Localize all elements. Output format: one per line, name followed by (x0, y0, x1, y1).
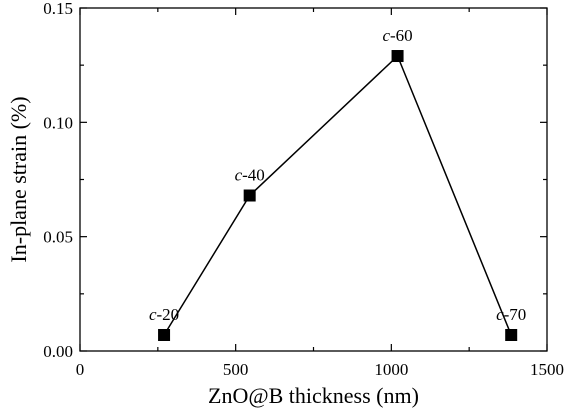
y-tick-label: 0.05 (43, 228, 73, 247)
data-point-label: c-70 (496, 305, 526, 324)
x-tick-label: 1000 (374, 360, 408, 379)
y-tick-label: 0.00 (43, 342, 73, 361)
data-point-label: c-20 (149, 305, 179, 324)
data-point-label: c-40 (235, 166, 265, 185)
data-point-marker (158, 328, 171, 341)
x-axis-title: ZnO@B thickness (nm) (208, 383, 419, 408)
data-point-label: c-60 (382, 26, 412, 45)
axes: 0 500 1000 1500 0.00 0.05 0.10 0.15 (43, 0, 564, 379)
data-point-marker (243, 189, 256, 202)
data-point-marker (505, 328, 518, 341)
x-tick-label: 500 (223, 360, 249, 379)
point-labels: c-20 c-40 c-60 c-70 (149, 26, 526, 324)
y-axis-title: In-plane strain (%) (6, 96, 31, 262)
series-line (163, 54, 512, 336)
plot-frame (79, 7, 548, 352)
x-tick-label: 0 (76, 360, 85, 379)
data-point-marker (391, 50, 404, 63)
data-series (158, 50, 518, 341)
y-tick-label: 0.10 (43, 113, 73, 132)
x-tick-label: 1500 (530, 360, 564, 379)
y-tick-label: 0.15 (43, 0, 73, 18)
